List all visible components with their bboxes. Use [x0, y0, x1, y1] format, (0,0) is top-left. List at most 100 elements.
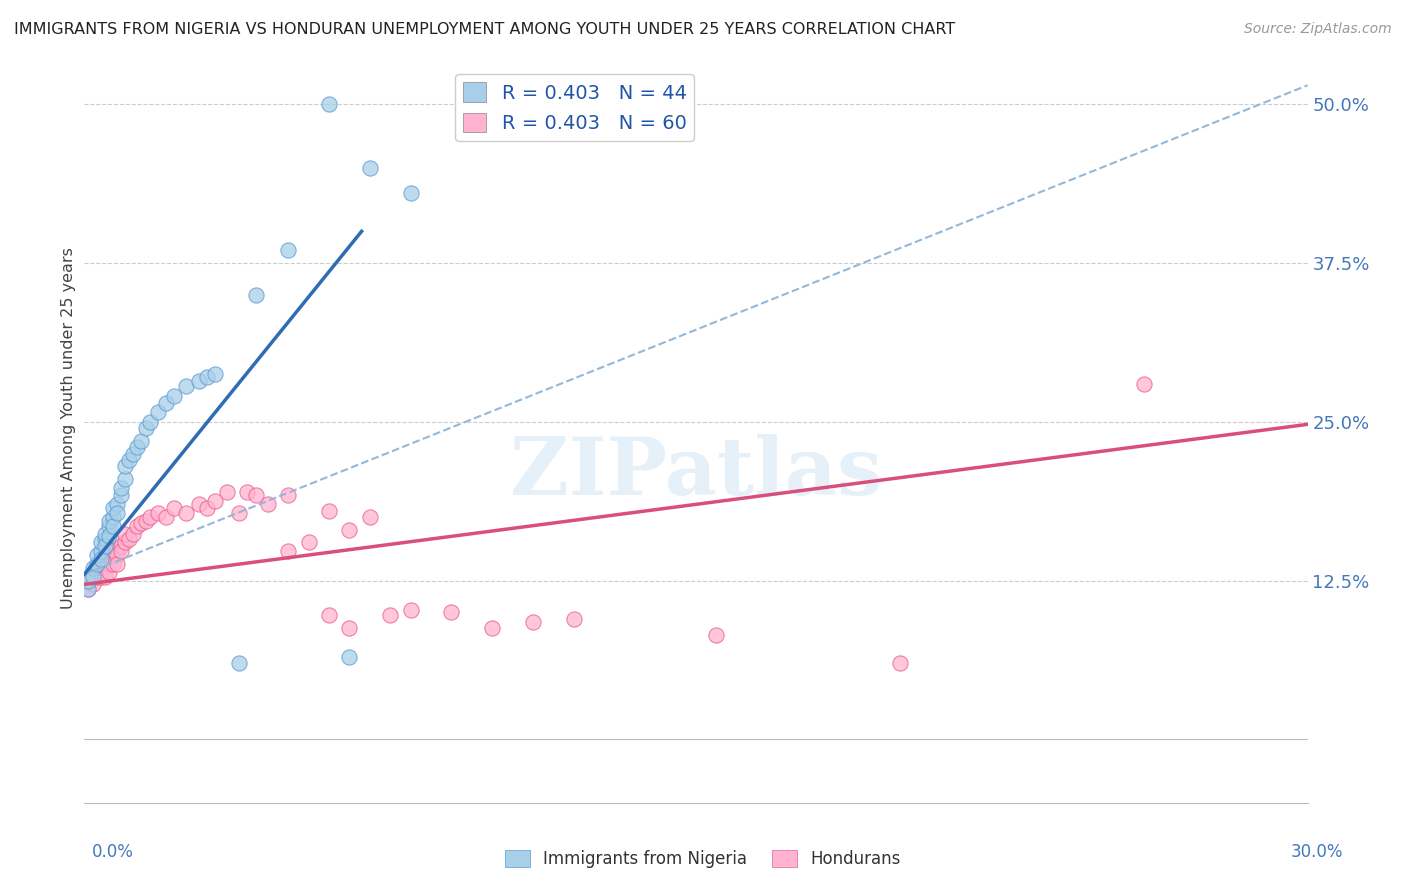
Point — [110, 488, 132, 502]
Text: IMMIGRANTS FROM NIGERIA VS HONDURAN UNEMPLOYMENT AMONG YOUTH UNDER 25 YEARS CORR: IMMIGRANTS FROM NIGERIA VS HONDURAN UNEM… — [14, 22, 955, 37]
Point — [155, 396, 177, 410]
Point — [105, 548, 128, 562]
Point — [359, 510, 381, 524]
Point — [101, 548, 124, 562]
Point — [97, 514, 120, 528]
Point — [114, 526, 136, 541]
Point — [339, 649, 361, 664]
Point — [138, 510, 160, 524]
Point — [105, 541, 128, 556]
Point — [163, 389, 186, 403]
Point — [131, 516, 153, 531]
Point — [97, 529, 120, 543]
Y-axis label: Unemployment Among Youth under 25 years: Unemployment Among Youth under 25 years — [60, 247, 76, 609]
Point — [90, 570, 112, 584]
Point — [114, 535, 136, 549]
Point — [298, 535, 321, 549]
Point — [77, 582, 100, 597]
Point — [138, 415, 160, 429]
Point — [174, 379, 197, 393]
Point — [195, 501, 218, 516]
Point — [90, 557, 112, 571]
Point — [82, 570, 104, 584]
Point — [204, 493, 226, 508]
Point — [90, 535, 112, 549]
Point — [245, 288, 267, 302]
Point — [101, 501, 124, 516]
Point — [86, 570, 108, 584]
Point — [440, 605, 463, 619]
Point — [97, 557, 120, 571]
Point — [318, 607, 340, 622]
Point — [118, 453, 141, 467]
Point — [187, 374, 209, 388]
Point — [105, 506, 128, 520]
Point — [318, 504, 340, 518]
Point — [318, 97, 340, 112]
Point — [889, 656, 911, 670]
Point — [97, 519, 120, 533]
Point — [105, 557, 128, 571]
Point — [82, 577, 104, 591]
Point — [187, 497, 209, 511]
Point — [174, 506, 197, 520]
Point — [481, 621, 503, 635]
Point — [82, 561, 104, 575]
Point — [114, 472, 136, 486]
Point — [93, 532, 115, 546]
Point — [228, 656, 250, 670]
Point — [90, 544, 112, 558]
Point — [562, 612, 585, 626]
Point — [93, 561, 115, 575]
Point — [163, 501, 186, 516]
Point — [277, 488, 299, 502]
Point — [110, 544, 132, 558]
Point — [77, 574, 100, 588]
Point — [90, 552, 112, 566]
Text: ZIPatlas: ZIPatlas — [510, 434, 882, 512]
Point — [86, 557, 108, 571]
Point — [105, 497, 128, 511]
Point — [245, 488, 267, 502]
Point — [380, 607, 402, 622]
Point — [522, 615, 544, 630]
Legend: R = 0.403   N = 44, R = 0.403   N = 60: R = 0.403 N = 44, R = 0.403 N = 60 — [456, 74, 695, 141]
Legend: Immigrants from Nigeria, Hondurans: Immigrants from Nigeria, Hondurans — [498, 843, 908, 875]
Point — [122, 526, 145, 541]
Point — [101, 510, 124, 524]
Point — [127, 440, 149, 454]
Point — [146, 506, 169, 520]
Point — [101, 519, 124, 533]
Point — [706, 628, 728, 642]
Point — [131, 434, 153, 448]
Point — [359, 161, 381, 175]
Point — [86, 561, 108, 575]
Point — [122, 446, 145, 460]
Point — [135, 421, 157, 435]
Point — [339, 621, 361, 635]
Point — [93, 526, 115, 541]
Point — [101, 544, 124, 558]
Text: Source: ZipAtlas.com: Source: ZipAtlas.com — [1244, 22, 1392, 37]
Point — [195, 370, 218, 384]
Point — [399, 603, 422, 617]
Text: 30.0%: 30.0% — [1291, 843, 1343, 861]
Point — [236, 484, 259, 499]
Point — [114, 459, 136, 474]
Point — [135, 514, 157, 528]
Point — [1133, 376, 1156, 391]
Point — [217, 484, 239, 499]
Point — [228, 506, 250, 520]
Point — [93, 539, 115, 553]
Point — [97, 565, 120, 579]
Text: 0.0%: 0.0% — [91, 843, 134, 861]
Point — [339, 523, 361, 537]
Point — [90, 565, 112, 579]
Point — [110, 539, 132, 553]
Point — [82, 567, 104, 582]
Point — [277, 544, 299, 558]
Point — [86, 548, 108, 562]
Point — [93, 570, 115, 584]
Point — [97, 552, 120, 566]
Point — [118, 532, 141, 546]
